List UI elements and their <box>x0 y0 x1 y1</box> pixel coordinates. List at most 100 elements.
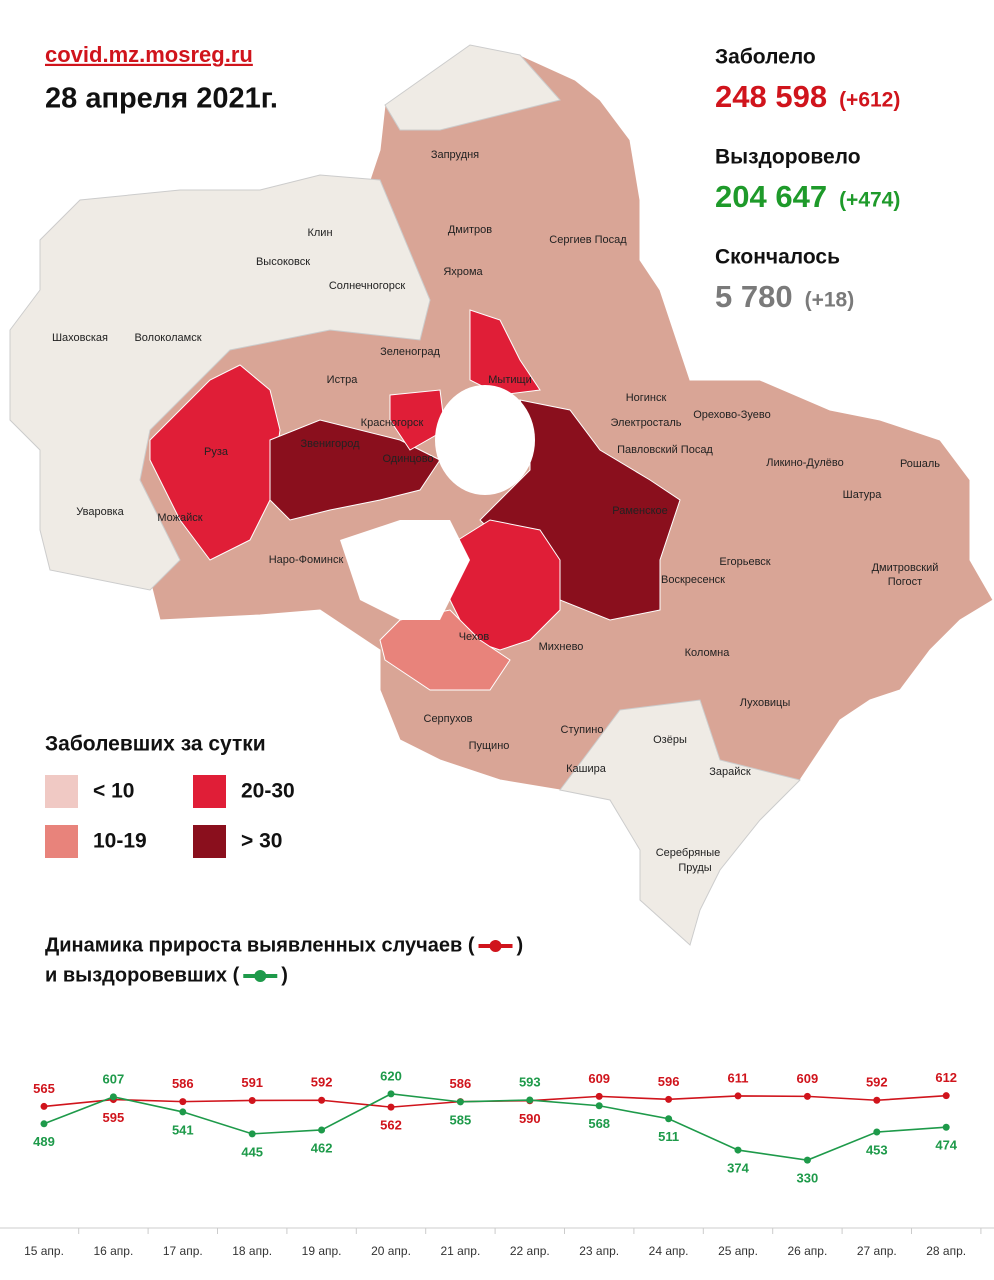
data-label: 593 <box>519 1074 541 1089</box>
city-label: Дмитровский <box>872 562 939 574</box>
city-label: Мытищи <box>488 374 531 386</box>
x-tick-label: 26 апр. <box>787 1244 827 1258</box>
city-label: Луховицы <box>740 697 791 709</box>
point <box>942 1123 950 1131</box>
line-chart: Динамика прироста выявленных случаев () и… <box>0 934 994 1258</box>
x-tick-label: 22 апр. <box>510 1244 550 1258</box>
point <box>40 1102 48 1110</box>
x-tick-label: 17 апр. <box>163 1244 203 1258</box>
new-moscow <box>340 520 470 620</box>
city-label: Дмитров <box>448 224 492 236</box>
stat-delta: (+18) <box>805 289 855 312</box>
point <box>387 1103 395 1111</box>
data-label: 453 <box>866 1142 888 1157</box>
x-tick-label: 28 апр. <box>926 1244 966 1258</box>
region-odintsovo <box>269 419 441 521</box>
city-label: Орехово-Зуево <box>693 409 771 421</box>
data-label: 462 <box>311 1140 333 1155</box>
moscow <box>435 385 535 495</box>
point <box>526 1096 534 1104</box>
city-label: Уваровка <box>76 506 124 518</box>
x-tick-label: 20 апр. <box>371 1244 411 1258</box>
city-label: Красногорск <box>361 417 424 429</box>
point <box>179 1098 187 1106</box>
city-label: Одинцово <box>382 453 433 465</box>
city-label: Солнечногорск <box>329 280 405 292</box>
city-label: Чехов <box>459 631 490 643</box>
stat-value: 204 647 <box>715 179 827 214</box>
city-label: Серпухов <box>424 713 473 725</box>
city-label: Ликино-Дулёво <box>766 457 844 469</box>
point <box>318 1096 326 1104</box>
data-label: 562 <box>380 1118 402 1133</box>
legend-swatch <box>45 825 78 858</box>
point <box>318 1126 326 1134</box>
data-label: 611 <box>728 1070 749 1085</box>
city-label: Шаховская <box>52 332 108 344</box>
data-label: 592 <box>311 1075 333 1090</box>
legend-label: 20-30 <box>241 780 295 803</box>
point <box>942 1092 950 1100</box>
point <box>665 1115 673 1123</box>
data-label: 591 <box>241 1075 263 1090</box>
city-label: Коломна <box>685 647 731 659</box>
data-label: 489 <box>33 1134 55 1149</box>
data-label: 511 <box>658 1129 679 1144</box>
point <box>109 1093 117 1101</box>
city-label: Пруды <box>678 862 711 874</box>
point <box>456 1098 464 1106</box>
legend-swatch <box>45 775 78 808</box>
point <box>803 1156 811 1164</box>
city-labels: Запрудня Дмитров Сергиев Посад Клин Высоковс… <box>52 149 940 874</box>
legend-icon-dot <box>254 970 267 982</box>
data-label: 541 <box>172 1122 194 1137</box>
city-label: Зарайск <box>709 766 751 778</box>
data-label: 590 <box>519 1111 541 1126</box>
stat-delta: (+612) <box>839 89 900 112</box>
legend-swatch <box>193 775 226 808</box>
point <box>179 1108 187 1116</box>
point <box>665 1095 673 1103</box>
city-label: Ногинск <box>626 392 667 404</box>
city-label: Воскресенск <box>661 574 725 586</box>
chart-title: Динамика прироста выявленных случаев ( <box>45 934 475 956</box>
data-label: 568 <box>588 1116 610 1131</box>
city-label: Серебряные <box>656 847 721 859</box>
legend-title: Заболевших за сутки <box>45 733 266 756</box>
city-label: Клин <box>307 227 332 239</box>
data-label: 612 <box>935 1070 957 1085</box>
data-label: 607 <box>103 1071 125 1086</box>
data-label: 565 <box>33 1081 55 1096</box>
point <box>595 1092 603 1100</box>
stat-label: Заболело <box>715 46 816 69</box>
point <box>873 1128 881 1136</box>
series-line <box>43 1093 947 1161</box>
region-light-west <box>9 174 431 591</box>
date: 28 апреля 2021г. <box>45 83 278 115</box>
x-tick-label: 16 апр. <box>93 1244 133 1258</box>
city-label: Пущино <box>469 740 510 752</box>
city-label: Михнево <box>539 641 584 653</box>
x-tick-label: 24 апр. <box>649 1244 689 1258</box>
city-label: Павловский Посад <box>617 444 713 456</box>
legend-icon-dot <box>489 940 502 952</box>
city-label: Раменское <box>612 505 668 517</box>
data-label: 609 <box>797 1071 819 1086</box>
x-tick-label: 25 апр. <box>718 1244 758 1258</box>
point <box>248 1130 256 1138</box>
region-chekhov <box>379 609 511 691</box>
city-label: Волоколамск <box>134 332 201 344</box>
data-label: 585 <box>450 1112 472 1127</box>
point <box>387 1090 395 1098</box>
city-label: Егорьевск <box>719 556 770 568</box>
x-tick-label: 19 апр. <box>302 1244 342 1258</box>
point <box>734 1146 742 1154</box>
city-label: Ступино <box>561 724 604 736</box>
data-label: 474 <box>935 1138 957 1153</box>
city-label: Озёры <box>653 734 687 746</box>
legend-swatch <box>193 825 226 858</box>
point <box>873 1096 881 1104</box>
city-label: Высоковск <box>256 256 310 268</box>
city-label: Наро-Фоминск <box>269 554 344 566</box>
